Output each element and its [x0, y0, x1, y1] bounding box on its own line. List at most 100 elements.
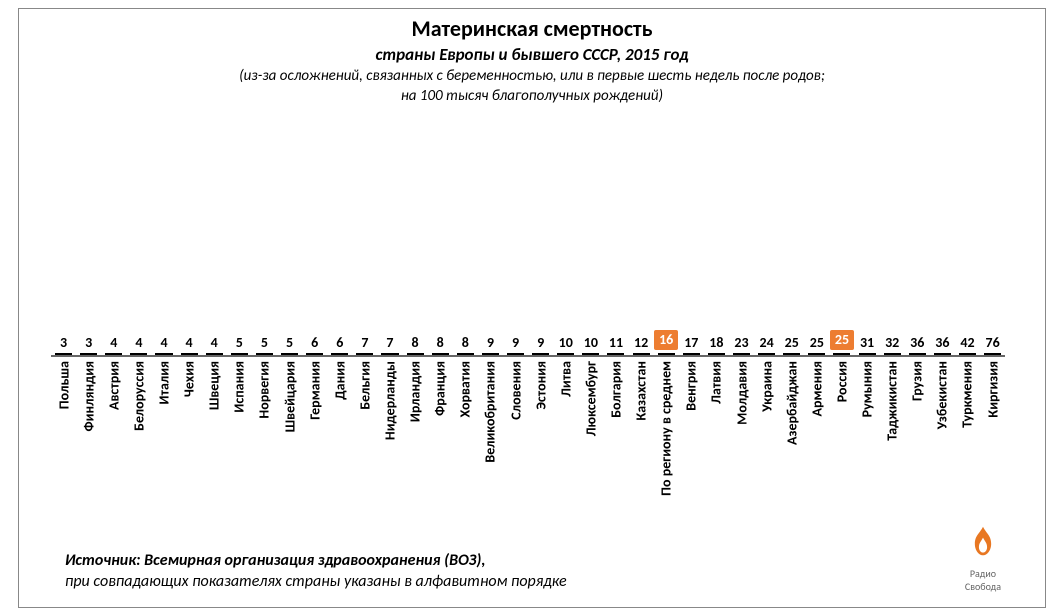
bar-slot: 4Австрия	[101, 336, 126, 355]
bar-value-label: 76	[986, 336, 1000, 350]
chart-note-line2: на 100 тысяч благополучных рождений)	[19, 87, 1045, 105]
flame-icon	[965, 524, 1001, 565]
category-label: Люксембург	[582, 355, 599, 436]
chart-title: Материнская смертность	[19, 15, 1045, 42]
bar-value-label: 8	[412, 336, 419, 350]
bar-slot: 24Украина	[754, 336, 779, 355]
category-label: Италия	[155, 355, 172, 405]
category-label: По региону в среднем	[658, 355, 675, 496]
bar-value-label: 4	[110, 336, 117, 350]
chart-note-line1: (из-за осложнений, связанных с беременно…	[19, 67, 1045, 85]
bar-value-label: 5	[236, 336, 243, 350]
category-label: Азербайджан	[783, 355, 800, 445]
chart-frame: Материнская смертность страны Европы и б…	[18, 8, 1046, 608]
bar-slot: 4Швеция	[202, 336, 227, 355]
category-label: Туркмения	[959, 355, 976, 428]
bar-slot: 42Туркмения	[955, 336, 980, 355]
category-label: Норвегия	[256, 355, 273, 419]
chart-subtitle: страны Европы и бывшего СССР, 2015 год	[19, 44, 1045, 65]
category-label: Армения	[808, 355, 825, 416]
bar-slot: 8Хорватия	[453, 336, 478, 355]
bar-slot: 32Таджикистан	[880, 336, 905, 355]
bar-slot: 9Словения	[503, 336, 528, 355]
bar-slot: 10Люксембург	[578, 336, 603, 355]
bar-value-label: 16	[654, 330, 678, 350]
category-label: Австрия	[105, 355, 122, 410]
category-label: Таджикистан	[884, 355, 901, 441]
bar-value-label: 42	[960, 336, 974, 350]
bar-slot: 9Великобритания	[478, 336, 503, 355]
bar-value-label: 23	[734, 336, 748, 350]
bar-slot: 25Азербайджан	[779, 336, 804, 355]
title-block: Материнская смертность страны Европы и б…	[19, 9, 1045, 105]
category-label: Украина	[758, 355, 775, 412]
bar-value-label: 6	[336, 336, 343, 350]
bar-slot: 9Эстония	[528, 336, 553, 355]
bar-value-label: 9	[487, 336, 494, 350]
bar-value-label: 7	[361, 336, 368, 350]
bar-slot: 25Россия	[829, 330, 854, 355]
bar-slot: 8Ирландия	[403, 336, 428, 355]
bar-value-label: 36	[935, 336, 949, 350]
bar-slot: 4Белоруссия	[126, 336, 151, 355]
bar-value-label: 10	[584, 336, 598, 350]
bar-slot: 25Армения	[804, 336, 829, 355]
category-label: Румыния	[859, 355, 876, 417]
bar-slot: 12Казахстан	[629, 336, 654, 355]
bar-value-label: 25	[785, 336, 799, 350]
bar-value-label: 12	[634, 336, 648, 350]
bar-value-label: 9	[537, 336, 544, 350]
source-line1: Источник: Всемирная организация здравоох…	[65, 551, 1005, 570]
bar-value-label: 25	[810, 336, 824, 350]
category-label: Киргизия	[984, 355, 1001, 418]
bar-value-label: 36	[910, 336, 924, 350]
category-label: Финляндия	[80, 355, 97, 431]
source-line2: при совпадающих показателях страны указа…	[65, 572, 1005, 591]
bar-slot: 23Молдавия	[729, 336, 754, 355]
category-label: Дания	[331, 355, 348, 400]
category-label: Швеция	[206, 355, 223, 410]
logo-text: Радио Свобода	[965, 567, 1001, 593]
bar-slot: 4Чехия	[177, 336, 202, 355]
bar-slot: 18Латвия	[704, 336, 729, 355]
bar-slot: 11Болгария	[603, 336, 628, 355]
category-label: Литва	[557, 355, 574, 397]
category-label: Германия	[306, 355, 323, 420]
category-label: Узбекистан	[934, 355, 951, 429]
bar-value-label: 32	[885, 336, 899, 350]
bar-slot: 5Швейцария	[277, 336, 302, 355]
bar-value-label: 17	[684, 336, 698, 350]
bar-slot: 16По региону в среднем	[654, 330, 679, 355]
bar-slot: 7Нидерланды	[377, 336, 402, 355]
category-label: Нидерланды	[381, 355, 398, 440]
bar-slot: 3Польша	[51, 336, 76, 355]
bar-value-label: 3	[85, 336, 92, 350]
bar-value-label: 18	[709, 336, 723, 350]
category-label: Испания	[231, 355, 248, 413]
station-logo: Радио Свобода	[965, 524, 1001, 593]
bar-slot: 4Италия	[151, 336, 176, 355]
category-label: Чехия	[181, 355, 198, 397]
category-label: Ирландия	[407, 355, 424, 422]
category-label: Хорватия	[457, 355, 474, 418]
category-label: Россия	[833, 355, 850, 402]
category-label: Грузия	[909, 355, 926, 401]
category-label: Казахстан	[633, 355, 650, 421]
footer-block: Источник: Всемирная организация здравоох…	[65, 551, 1005, 591]
category-label: Словения	[507, 355, 524, 420]
bar-value-label: 4	[211, 336, 218, 350]
bar-value-label: 3	[60, 336, 67, 350]
category-label: Эстония	[532, 355, 549, 410]
bar-slot: 5Норвегия	[252, 336, 277, 355]
bar-value-label: 5	[286, 336, 293, 350]
category-label: Бельгия	[356, 355, 373, 410]
bar-slot: 3Финляндия	[76, 336, 101, 355]
bar-value-label: 31	[860, 336, 874, 350]
bar-slot: 5Испания	[227, 336, 252, 355]
bar-slot: 36Узбекистан	[930, 336, 955, 355]
bar-slot: 6Дания	[327, 336, 352, 355]
bar-value-label: 25	[830, 330, 854, 350]
bar-value-label: 8	[462, 336, 469, 350]
bar-value-label: 5	[261, 336, 268, 350]
bar-value-label: 4	[160, 336, 167, 350]
